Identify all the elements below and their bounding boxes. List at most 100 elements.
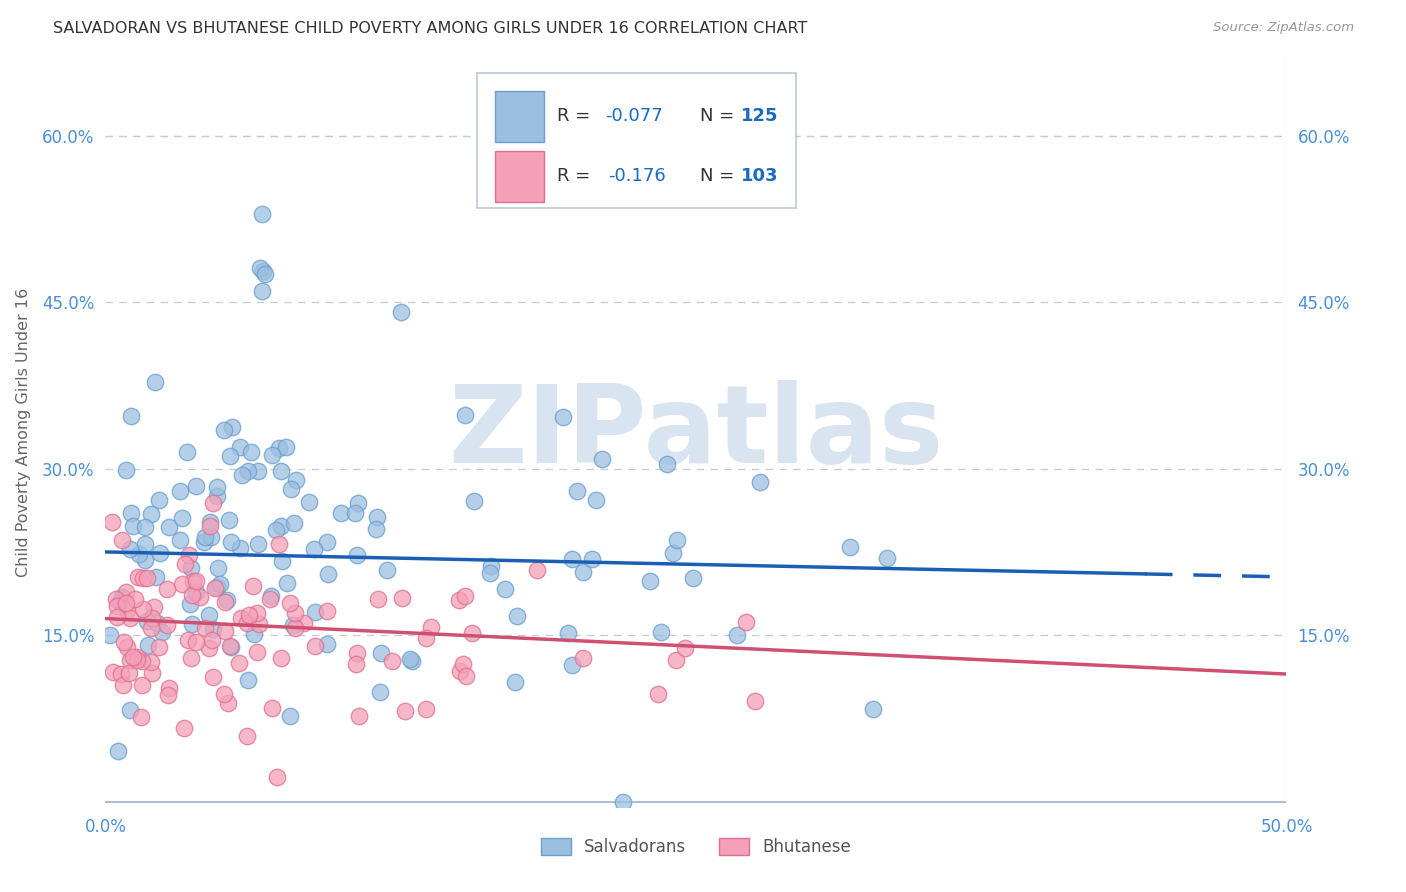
Point — [207, 560, 229, 574]
Text: ZIPatlas: ZIPatlas — [449, 380, 943, 485]
Point — [212, 687, 235, 701]
Point — [124, 591, 146, 606]
Point — [219, 640, 242, 654]
Point — [246, 645, 269, 659]
Point — [744, 694, 766, 708]
Text: SALVADORAN VS BHUTANESE CHILD POVERTY AMONG GIRLS UNDER 16 CORRELATION CHART: SALVADORAN VS BHUTANESE CHILD POVERTY AM… — [53, 21, 808, 37]
Point — [214, 624, 236, 638]
Point — [201, 632, 224, 647]
Point — [449, 593, 471, 607]
Point — [304, 605, 326, 619]
Point — [118, 541, 141, 556]
Point — [346, 647, 368, 661]
Point — [115, 585, 138, 599]
Point — [125, 650, 148, 665]
Point — [274, 440, 297, 454]
Text: -0.176: -0.176 — [609, 168, 666, 186]
Point — [240, 445, 263, 459]
Point — [347, 709, 370, 723]
Point — [302, 542, 325, 557]
Text: 103: 103 — [741, 168, 779, 186]
Point — [194, 621, 217, 635]
Point — [141, 665, 163, 680]
Point — [105, 591, 128, 606]
Point — [260, 448, 283, 462]
Legend: Salvadorans, Bhutanese: Salvadorans, Bhutanese — [534, 831, 858, 863]
Point — [235, 729, 257, 743]
Point — [366, 522, 388, 536]
Point — [330, 506, 353, 520]
Point — [114, 596, 136, 610]
Point — [266, 770, 288, 784]
Point — [270, 650, 292, 665]
Point — [453, 589, 475, 603]
Point — [188, 591, 211, 605]
Point — [169, 484, 191, 499]
Point — [461, 625, 484, 640]
Point — [456, 669, 478, 683]
FancyBboxPatch shape — [495, 151, 544, 202]
Point — [131, 678, 153, 692]
Point — [572, 565, 595, 579]
Text: 125: 125 — [741, 107, 779, 126]
Point — [478, 566, 501, 581]
Point — [110, 666, 132, 681]
Text: Source: ZipAtlas.com: Source: ZipAtlas.com — [1213, 21, 1354, 35]
Point — [134, 520, 156, 534]
Point — [156, 618, 179, 632]
Point — [112, 634, 135, 648]
Point — [136, 638, 159, 652]
Point — [567, 483, 589, 498]
Point — [682, 571, 704, 585]
Point — [122, 650, 145, 665]
Point — [839, 540, 862, 554]
Point — [267, 441, 290, 455]
Point — [375, 563, 398, 577]
Point — [252, 264, 274, 278]
Point — [391, 591, 413, 606]
Point — [252, 285, 274, 299]
Point — [347, 496, 370, 510]
Point — [176, 445, 198, 459]
Point — [180, 651, 202, 665]
Point — [367, 591, 389, 606]
Point — [581, 552, 603, 566]
Point — [184, 585, 207, 599]
Text: R =: R = — [557, 107, 596, 126]
Point — [103, 665, 125, 679]
Point — [553, 409, 575, 424]
Point — [101, 515, 124, 529]
Point — [148, 640, 170, 654]
Point — [246, 464, 269, 478]
Point — [238, 608, 260, 623]
FancyBboxPatch shape — [478, 73, 796, 208]
Point — [370, 685, 392, 699]
Point — [212, 424, 235, 438]
Text: N =: N = — [700, 107, 740, 126]
Point — [170, 511, 193, 525]
Point — [157, 520, 180, 534]
Point — [115, 640, 138, 655]
Point — [141, 507, 163, 521]
Point — [247, 616, 270, 631]
Point — [304, 639, 326, 653]
Point — [148, 492, 170, 507]
Point — [215, 593, 238, 607]
Point — [243, 627, 266, 641]
Point — [108, 595, 131, 609]
Point — [156, 688, 179, 702]
Point — [180, 588, 202, 602]
Point — [284, 621, 307, 635]
Point — [111, 591, 134, 605]
Point — [401, 654, 423, 668]
Point — [506, 609, 529, 624]
Point — [876, 551, 898, 566]
Point — [560, 657, 582, 672]
Point — [420, 620, 443, 634]
Point — [136, 571, 159, 585]
Point — [159, 681, 181, 695]
Point — [120, 409, 142, 424]
Point — [180, 561, 202, 575]
Point — [208, 576, 231, 591]
Point — [284, 606, 307, 620]
